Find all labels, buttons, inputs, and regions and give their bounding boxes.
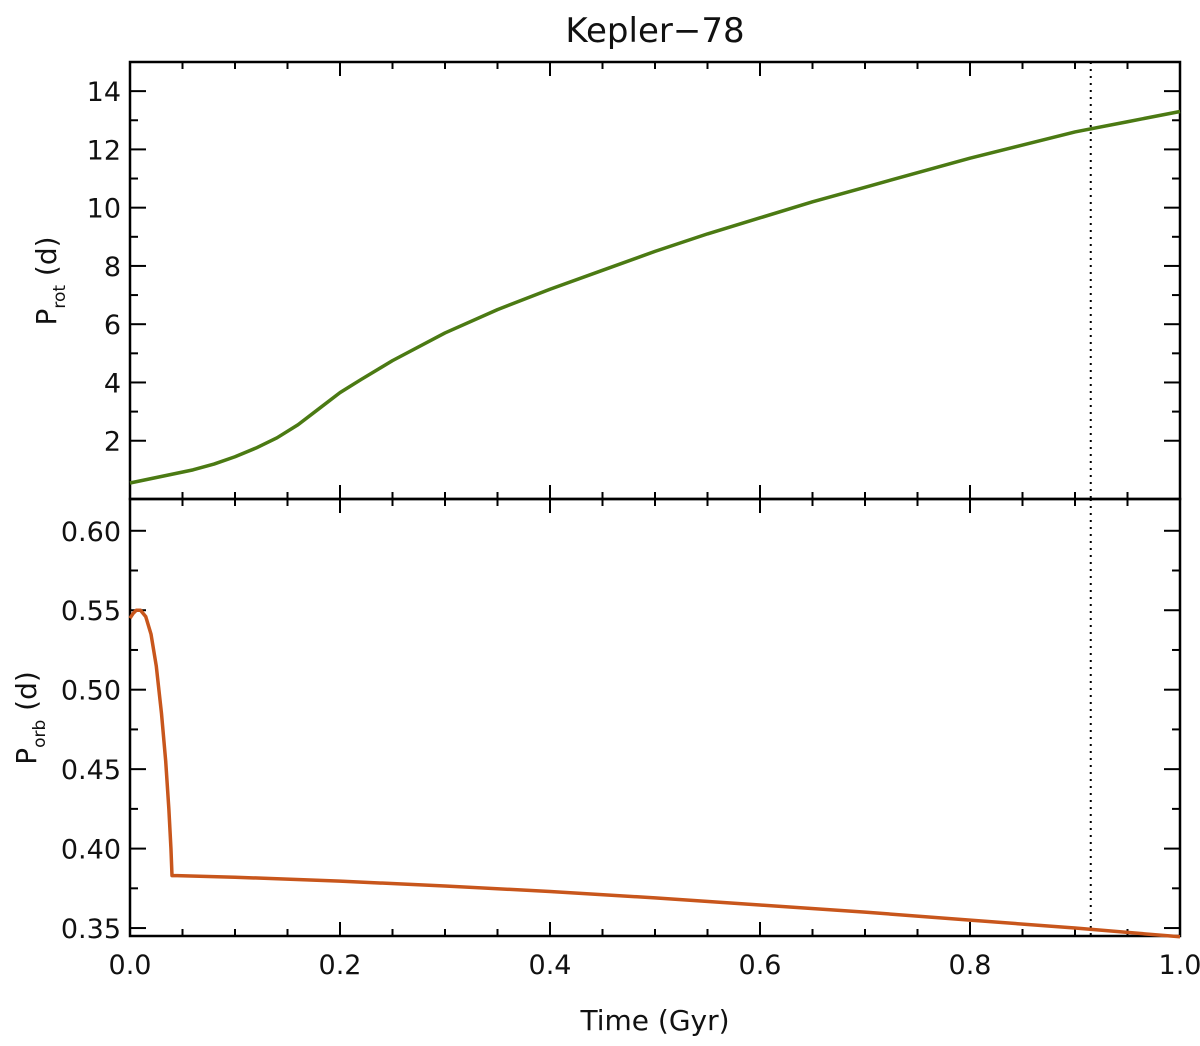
y-tick-label: 14 [87,77,121,108]
y-tick-label: 0.50 [61,676,121,707]
x-tick-labels: 0.0 0.2 0.4 0.6 0.8 1.0 [109,950,1200,981]
y-tick-label: 8 [104,252,121,283]
x-tick-label: 0.6 [739,950,782,981]
y-axis-title-top-sub: rot [50,285,70,309]
y-axis-title-bottom-sub: orb [30,720,50,748]
y-axis-title-bottom-suffix: (d) [10,671,43,720]
panel-orbital-period: 0.35 0.40 0.45 0.50 0.55 0.60 0.0 0.2 0.4 0.6 0.8… [10,497,1200,1037]
y-tick-labels-top: 2 4 6 8 10 12 14 [87,77,121,458]
y-tick-label: 4 [104,368,121,399]
x-tick-label: 0.2 [319,950,362,981]
y-tick-label: 12 [87,135,121,166]
y-axis-title-top: Prot (d) [30,236,70,325]
y-axis-title-bottom-main: P [10,748,43,765]
series-line-orbital-period [128,608,1181,939]
chart-title: Kepler−78 [565,11,744,51]
y-tick-label: 6 [104,310,121,341]
x-axis-title: Time (Gyr) [579,1004,729,1037]
y-axis-title-bottom: Porb (d) [10,671,50,765]
y-tick-label: 10 [87,194,121,225]
ticks-bottom [129,499,1181,936]
x-tick-label: 0.4 [529,950,572,981]
plot-frame-bottom [128,497,1182,938]
y-tick-label: 0.60 [61,517,121,548]
x-tick-label: 0.8 [949,950,992,981]
y-axis-title-top-main: P [30,309,63,326]
y-tick-labels-bottom: 0.35 0.40 0.45 0.50 0.55 0.60 [61,517,121,945]
ticks-top [129,62,1181,499]
y-axis-title-top-suffix: (d) [30,236,63,285]
x-tick-label: 1.0 [1159,950,1200,981]
y-tick-label: 0.35 [61,914,121,945]
y-tick-label: 0.45 [61,755,121,786]
panel-rotation-period: 2 4 6 8 10 12 14 Prot (d) [30,60,1182,501]
y-tick-label: 0.55 [61,596,121,627]
series-line-rotation-period [129,109,1181,485]
x-tick-label: 0.0 [109,950,152,981]
plot-frame-top [128,60,1182,501]
y-tick-label: 0.40 [61,835,121,866]
y-tick-label: 2 [104,427,121,458]
